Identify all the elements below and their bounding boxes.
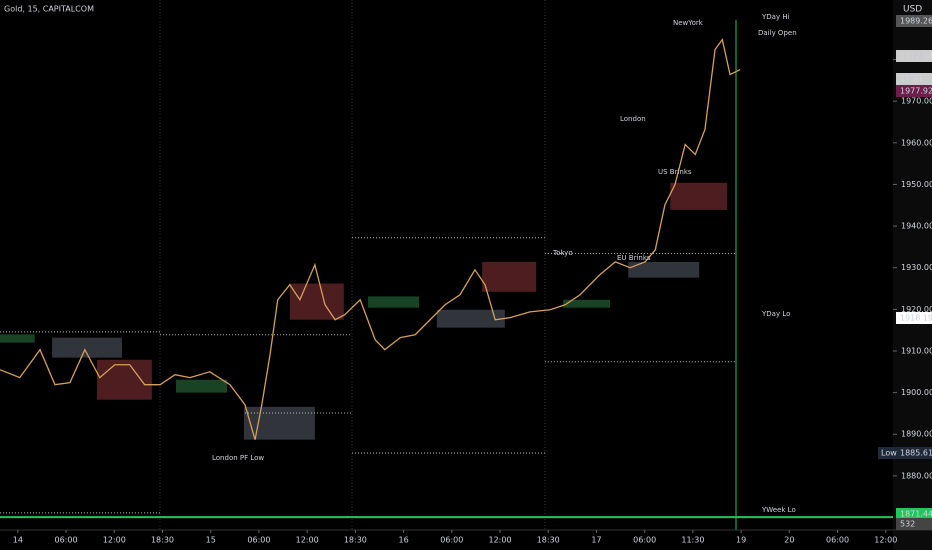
price-tag-box: [878, 447, 896, 459]
y-tick-label: 1910.00: [901, 346, 932, 355]
x-tick-label: 06:00: [247, 536, 270, 545]
price-label: 1885.61: [900, 449, 932, 458]
annotation: Daily Open: [758, 29, 797, 37]
annotation: YWeek Lo: [761, 506, 796, 514]
price-label-box: [896, 50, 932, 62]
x-tick-label: 06:00: [633, 536, 656, 545]
price-label: 1977.94: [900, 52, 932, 61]
zone: [175, 379, 228, 393]
x-tick-label: 06:00: [440, 536, 463, 545]
x-tick-label: 12:00: [296, 536, 319, 545]
x-tick-label: 19: [736, 536, 746, 545]
x-tick-label: 12:00: [488, 536, 511, 545]
price-label: 1977.92: [900, 87, 932, 96]
x-tick-label: 20: [784, 536, 794, 545]
annotation: Tokyo: [552, 249, 573, 257]
x-tick-label: 11:30: [681, 536, 704, 545]
price-label-box: [896, 85, 932, 97]
zone: [670, 182, 728, 210]
annotation: London PF Low: [212, 454, 264, 462]
price-label: 532: [900, 520, 915, 529]
annotation: NewYork: [673, 19, 704, 27]
zone: [367, 296, 420, 308]
annotation: EU Brinks: [617, 254, 651, 262]
price-label-box: [896, 518, 932, 530]
price-label-box: [896, 312, 932, 324]
x-tick-label: 18:30: [151, 536, 174, 545]
plot: [0, 0, 893, 530]
zone: [563, 299, 610, 308]
zone: [436, 309, 505, 328]
chart-title: Gold, 15, CAPITALCOM: [4, 5, 94, 14]
price-label-box: [896, 15, 932, 27]
y-tick-label: 1930.00: [901, 263, 932, 272]
annotation: London: [620, 115, 646, 123]
annotation: YDay Lo: [761, 310, 790, 318]
x-tick-label: 14: [13, 536, 23, 545]
x-tick-label: 17: [591, 536, 601, 545]
zone: [628, 261, 700, 278]
x-tick-label: 18:30: [537, 536, 560, 545]
price-label: 1871.44: [900, 510, 932, 519]
price-label-box: [896, 73, 932, 85]
y-tick-label: 1920.00: [901, 305, 932, 314]
price-label: 11:21: [900, 75, 923, 84]
price-label: 1989.26: [900, 17, 932, 26]
x-tick-label: 12:00: [874, 536, 897, 545]
y-tick-label: 1900.00: [901, 388, 932, 397]
y-tick-label: 1890.00: [901, 430, 932, 439]
zone: [243, 406, 315, 440]
annotation: YDay Hi: [761, 13, 790, 21]
currency: USD: [903, 5, 922, 15]
x-tick-label: 12:00: [103, 536, 126, 545]
y-tick-label: 1960.00: [901, 138, 932, 147]
price-label: 1918.19: [900, 314, 932, 323]
price-tag: Low: [881, 449, 897, 458]
price-label-box: [896, 508, 932, 520]
x-tick-label: 06:00: [55, 536, 78, 545]
zone: [96, 359, 152, 400]
zone: [289, 283, 344, 320]
y-tick-label: 1940.00: [901, 222, 932, 231]
annotation: US Brinks: [658, 168, 692, 176]
x-tick-label: 18:30: [344, 536, 367, 545]
y-tick-label: 1950.00: [901, 180, 932, 189]
price-line: [0, 37, 741, 440]
y-tick-label: 1970.00: [901, 97, 932, 106]
zone: [0, 334, 35, 343]
x-tick-label: 15: [206, 536, 216, 545]
y-tick-label: 1880.00: [901, 471, 932, 480]
x-tick-label: 06:00: [826, 536, 849, 545]
price-label-box: [896, 447, 932, 459]
zone: [52, 337, 122, 358]
x-tick-label: 16: [398, 536, 408, 545]
zone: [482, 261, 537, 292]
